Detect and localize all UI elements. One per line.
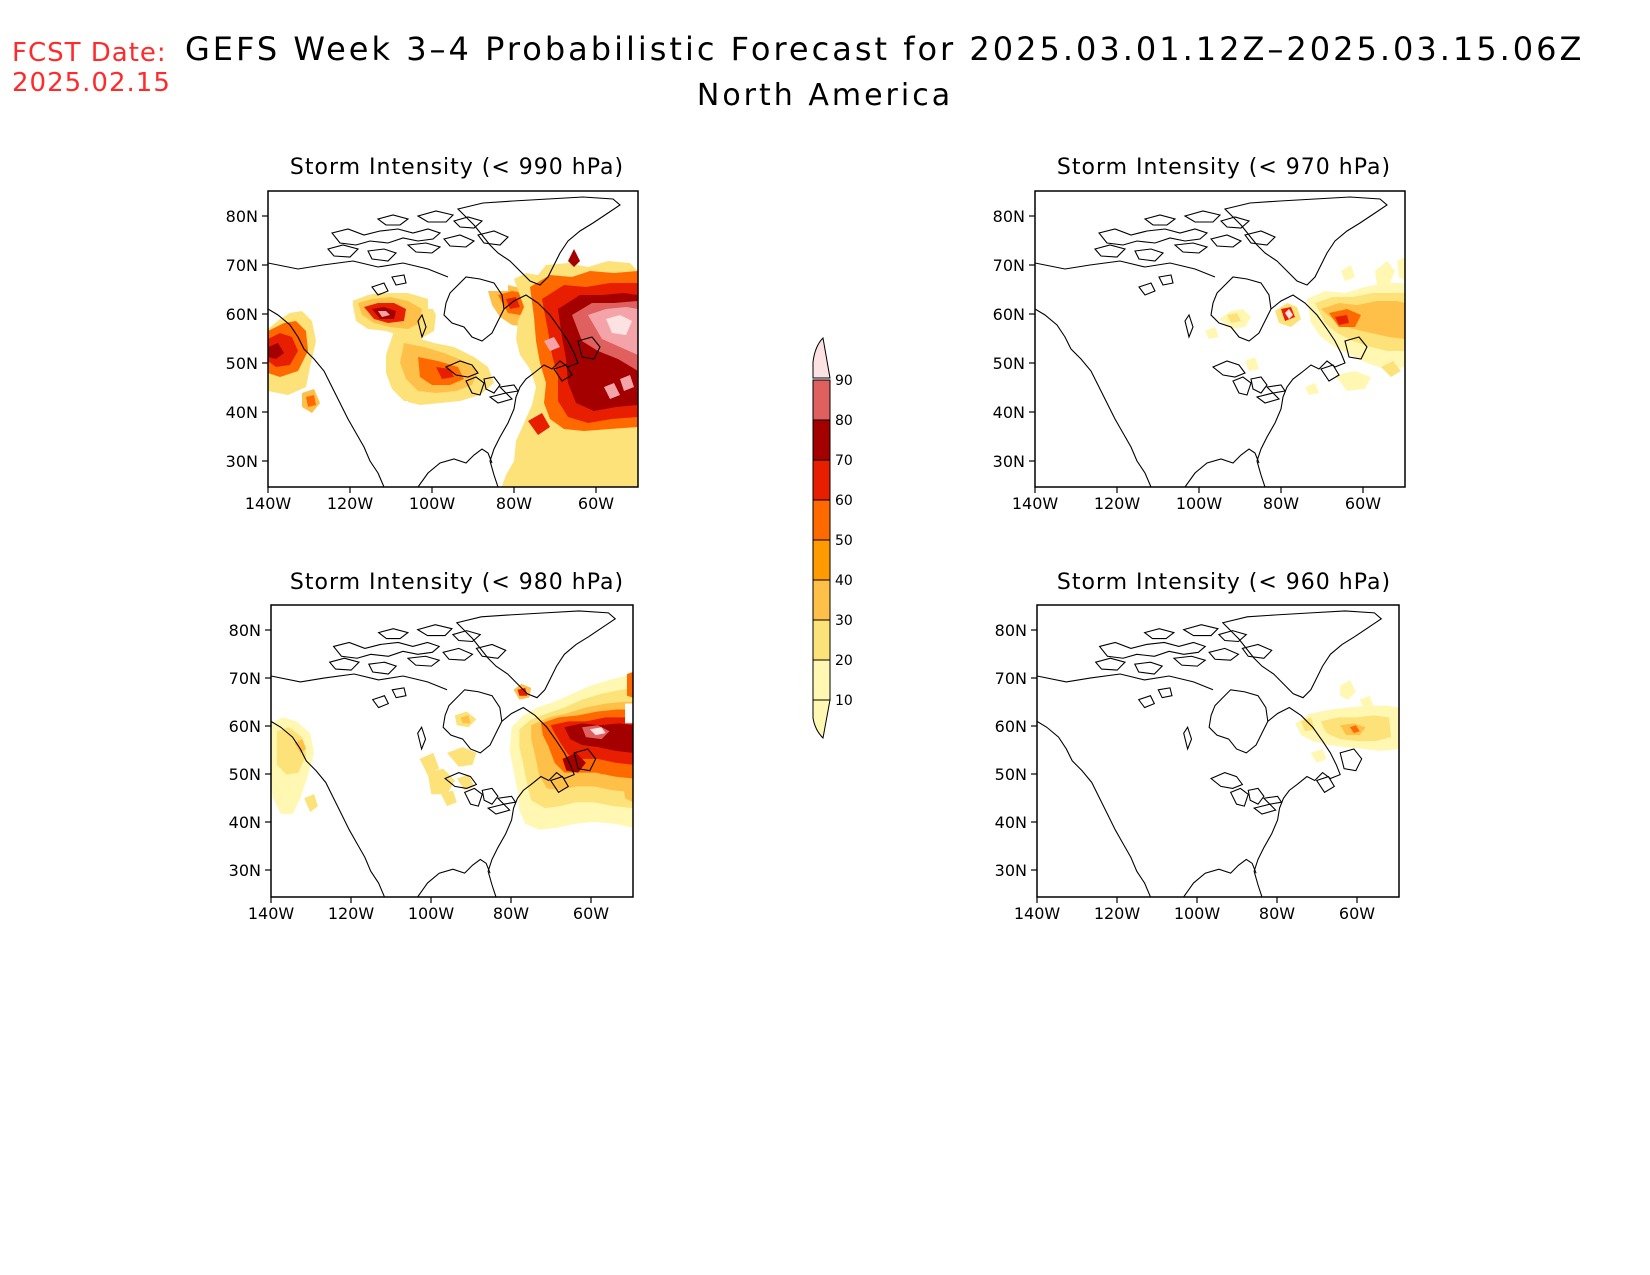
colorbar-label: 10 — [835, 693, 853, 709]
colorbar-box — [812, 459, 831, 501]
colorbar-top-cap — [812, 336, 831, 379]
lat-label-40n: 40N — [995, 813, 1027, 832]
lon-label-60w: 60W — [1345, 494, 1381, 513]
lon-label-120w: 120W — [328, 904, 375, 923]
lon-label-60w: 60W — [1339, 904, 1375, 923]
probability-field-970 — [1205, 257, 1405, 395]
lat-label-60n: 60N — [993, 305, 1025, 324]
probability-field-960 — [1295, 679, 1399, 763]
page-title: GEFS Week 3–4 Probabilistic Forecast for… — [185, 30, 1585, 68]
lat-label-30n: 30N — [995, 861, 1027, 880]
forecast-date: FCST Date: 2025.02.15 — [12, 38, 171, 98]
panel-title-980: Storm Intensity (< 980 hPa) — [290, 570, 624, 595]
lon-label-140w: 140W — [1012, 494, 1059, 513]
colorbar-box — [812, 659, 831, 701]
lon-label-120w: 120W — [1094, 494, 1141, 513]
lon-label-80w: 80W — [493, 904, 529, 923]
map-panel-980: 80N 70N 60N 50N 40N 30N 140W 120W 100W 8… — [229, 604, 634, 923]
lon-ticks-990 — [267, 487, 597, 493]
lat-label-50n: 50N — [995, 765, 1027, 784]
lon-label-120w: 120W — [327, 494, 374, 513]
lat-label-40n: 40N — [226, 403, 258, 422]
lon-label-140w: 140W — [248, 904, 295, 923]
panel-title-970: Storm Intensity (< 970 hPa) — [1057, 155, 1391, 180]
colorbar-label: 20 — [835, 653, 853, 669]
colorbar-box — [812, 539, 831, 581]
colorbar-label: 30 — [835, 613, 853, 629]
colorbar-label: 40 — [835, 573, 853, 589]
colorbar-bottom-cap — [812, 699, 831, 740]
colorbar-label: 80 — [835, 413, 853, 429]
lat-label-30n: 30N — [993, 452, 1025, 471]
lat-label-30n: 30N — [226, 452, 258, 471]
lat-label-60n: 60N — [229, 717, 261, 736]
lat-label-50n: 50N — [993, 354, 1025, 373]
map-panel-990: 80N 70N 60N 50N 40N 30N 140W 120W 100W 8… — [226, 190, 639, 513]
probability-field-980 — [271, 672, 633, 830]
lon-label-120w: 120W — [1094, 904, 1141, 923]
lat-label-60n: 60N — [995, 717, 1027, 736]
lon-label-60w: 60W — [573, 904, 609, 923]
lon-label-140w: 140W — [1014, 904, 1061, 923]
map-panel-970: 80N 70N 60N 50N 40N 30N 140W 120W 100W 8… — [993, 190, 1406, 513]
colorbar: 10 20 30 40 50 60 70 80 90 — [812, 336, 853, 740]
lon-label-80w: 80W — [1259, 904, 1295, 923]
lat-label-70n: 70N — [229, 669, 261, 688]
forecast-date-label: FCST Date: — [12, 38, 167, 68]
lat-label-50n: 50N — [226, 354, 258, 373]
lat-label-70n: 70N — [226, 256, 258, 275]
colorbar-label: 70 — [835, 453, 853, 469]
lon-label-80w: 80W — [1263, 494, 1299, 513]
colorbar-box — [812, 619, 831, 661]
lat-label-60n: 60N — [226, 305, 258, 324]
lat-label-80n: 80N — [993, 207, 1025, 226]
lon-label-140w: 140W — [245, 494, 292, 513]
lon-label-100w: 100W — [1174, 904, 1221, 923]
map-panel-960: 80N 70N 60N 50N 40N 30N 140W 120W 100W 8… — [995, 604, 1400, 923]
colorbar-label: 50 — [835, 533, 853, 549]
page-subtitle: North America — [696, 78, 954, 113]
map-frame-970 — [1034, 190, 1406, 488]
lat-ticks-990 — [262, 215, 268, 462]
coastlines-960 — [1037, 610, 1382, 897]
lat-label-70n: 70N — [995, 669, 1027, 688]
lon-label-100w: 100W — [408, 904, 455, 923]
colorbar-box — [812, 579, 831, 621]
forecast-date-value: 2025.02.15 — [12, 68, 171, 98]
lon-label-100w: 100W — [409, 494, 456, 513]
lat-label-70n: 70N — [993, 256, 1025, 275]
colorbar-box — [812, 379, 831, 421]
probability-field-990 — [268, 249, 638, 487]
lat-label-40n: 40N — [993, 403, 1025, 422]
map-frame-980 — [270, 604, 634, 898]
lat-label-40n: 40N — [229, 813, 261, 832]
colorbar-label: 90 — [835, 373, 853, 389]
panel-title-960: Storm Intensity (< 960 hPa) — [1057, 570, 1391, 595]
lon-label-60w: 60W — [578, 494, 614, 513]
lat-label-80n: 80N — [229, 621, 261, 640]
panel-title-990: Storm Intensity (< 990 hPa) — [290, 155, 624, 180]
lat-label-80n: 80N — [226, 207, 258, 226]
lon-label-80w: 80W — [496, 494, 532, 513]
lat-label-50n: 50N — [229, 765, 261, 784]
colorbar-label: 60 — [835, 493, 853, 509]
colorbar-box — [812, 419, 831, 461]
colorbar-box — [812, 499, 831, 541]
map-frame-990 — [267, 190, 639, 488]
lon-label-100w: 100W — [1176, 494, 1223, 513]
lat-label-30n: 30N — [229, 861, 261, 880]
lat-label-80n: 80N — [995, 621, 1027, 640]
map-frame-960 — [1036, 604, 1400, 898]
